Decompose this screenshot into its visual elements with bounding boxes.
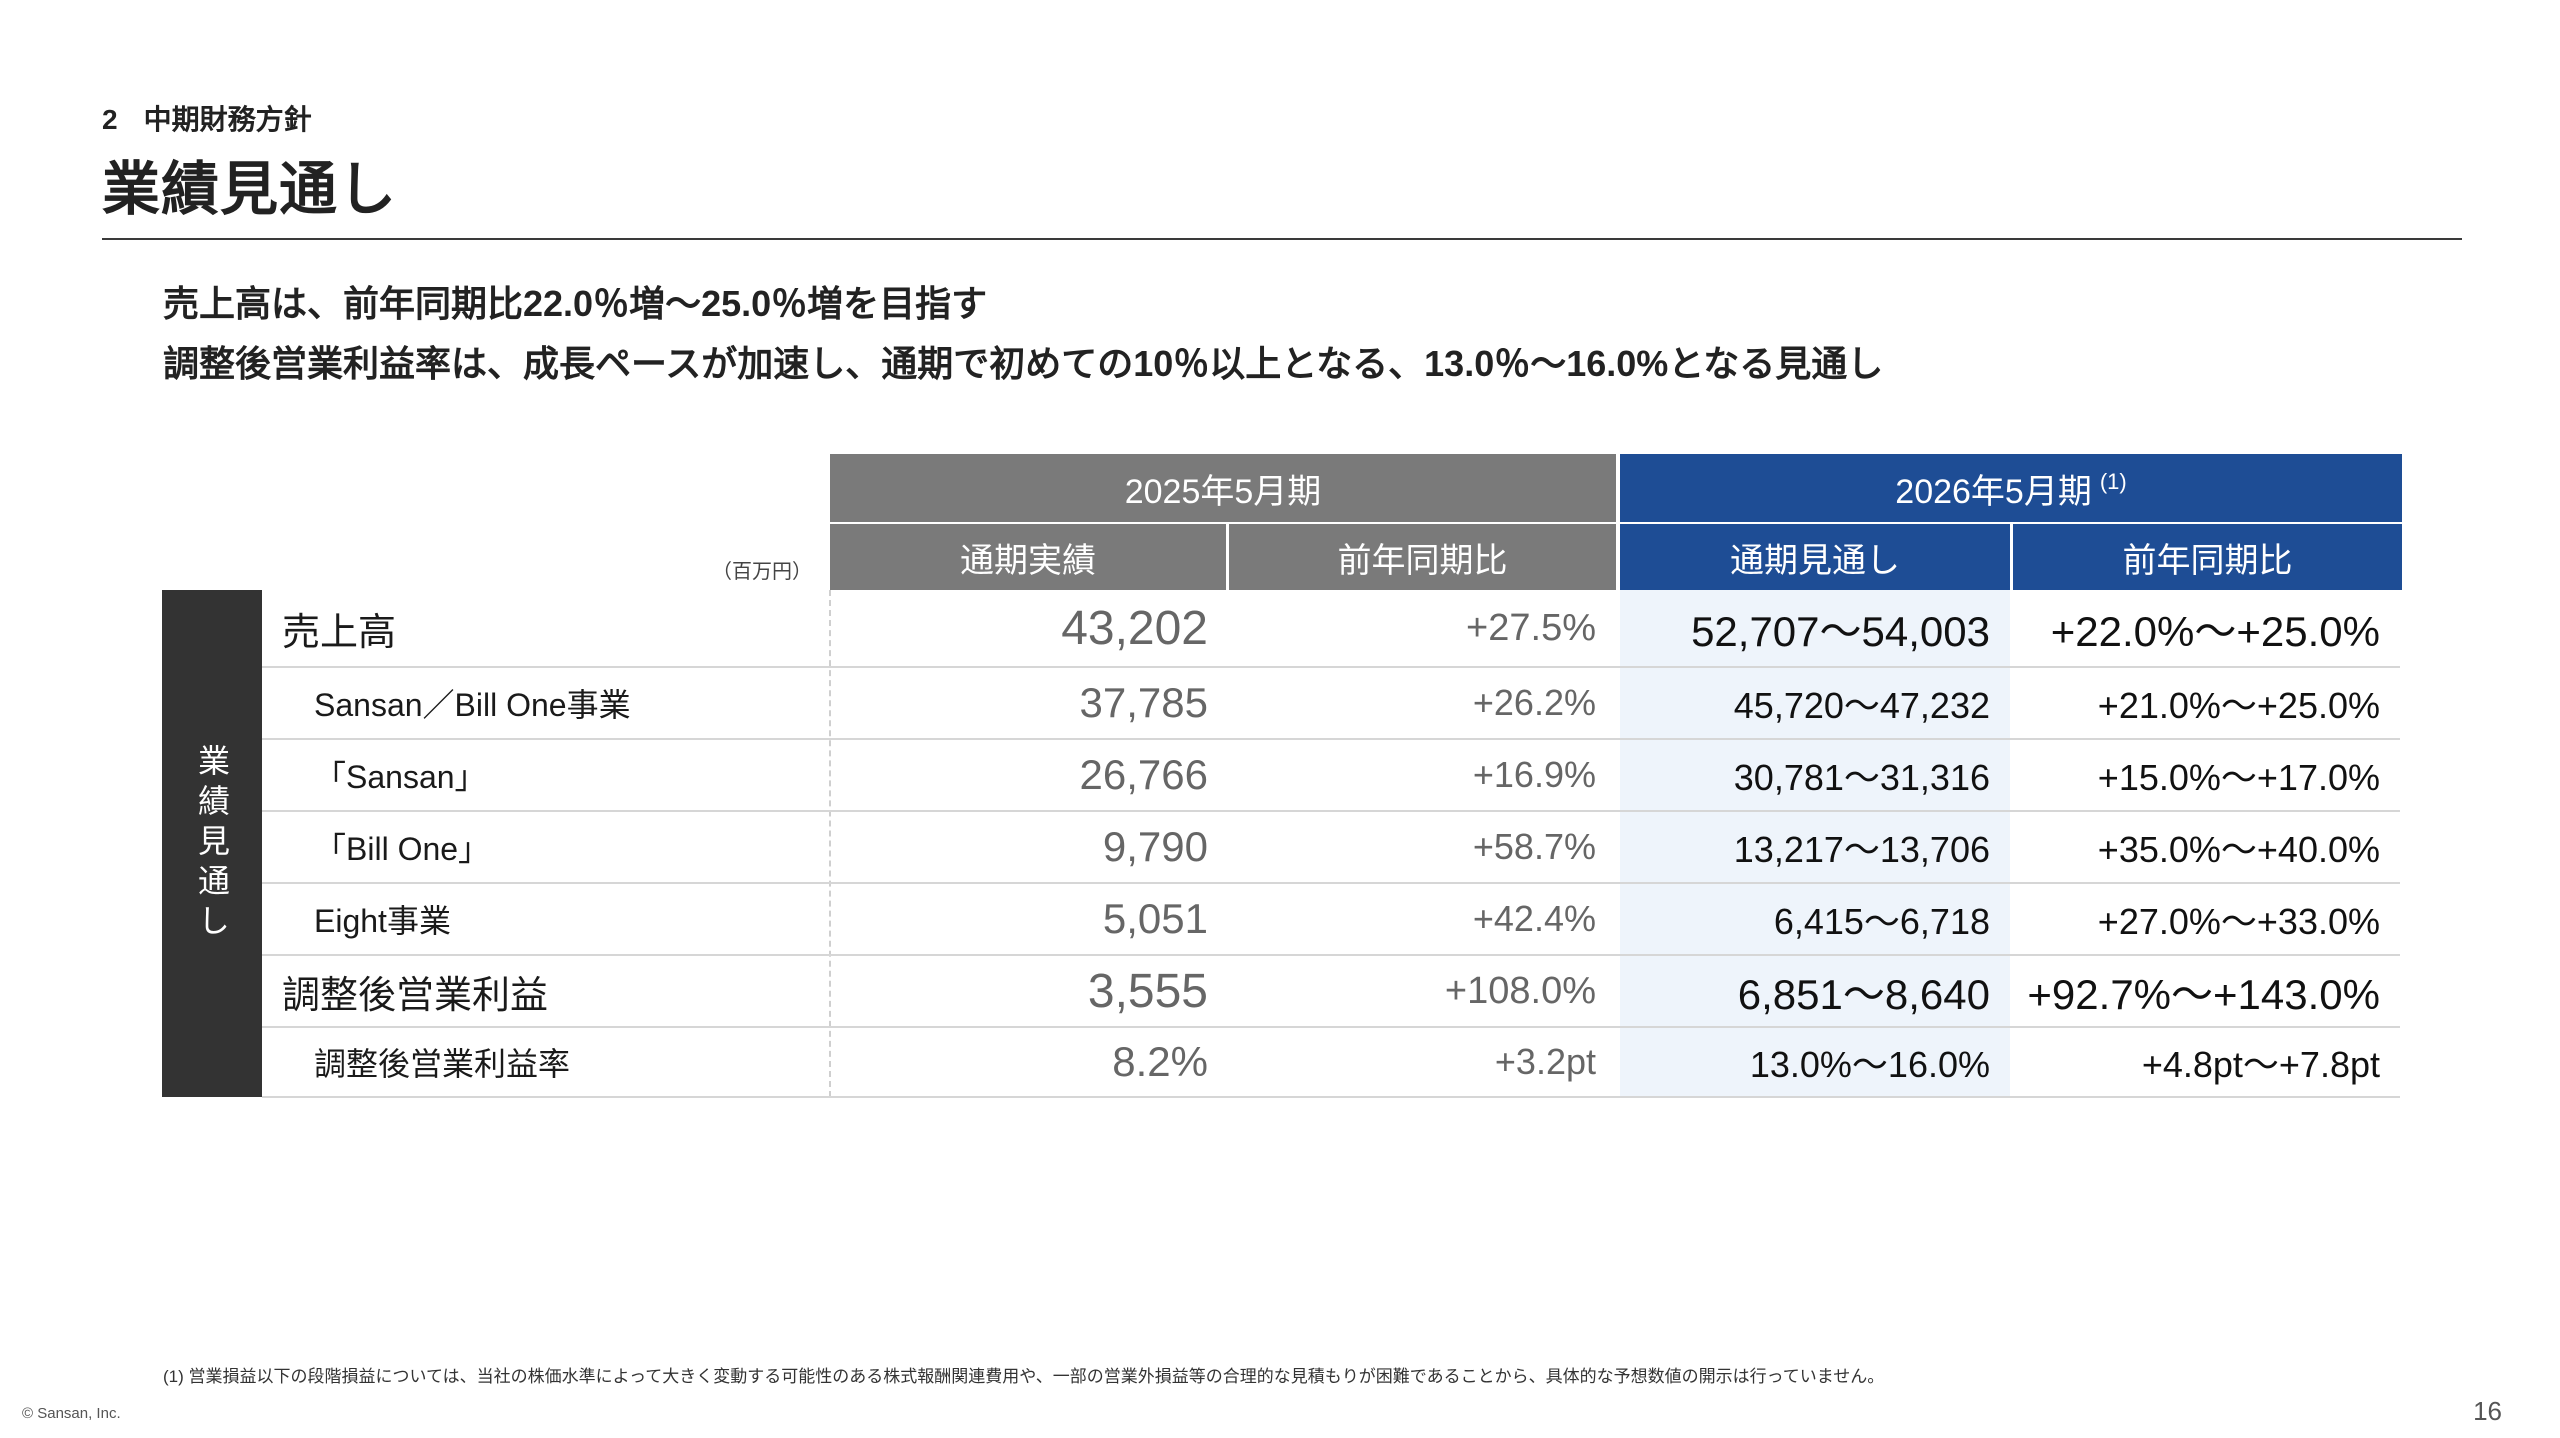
actual-value: 3,555 <box>1087 964 1208 1018</box>
col-header-yoy-prev: 前年同期比 <box>1229 524 1616 590</box>
header-fy2026-label: 2026年5月期 <box>1895 472 2092 511</box>
actual-value: 43,202 <box>1061 601 1208 655</box>
headline-margin: 調整後営業利益率は、成長ペースが加速し、通期で初めての10％以上となる、13.0… <box>163 343 1884 384</box>
actual-value: 9,790 <box>1102 823 1208 870</box>
row-label: 「Bill One」 <box>314 831 491 867</box>
forecast-value: 13.0%〜16.0% <box>1749 1044 1990 1085</box>
table-row: 「Sansan」 26,766 +16.9% 30,781〜31,316 +15… <box>262 740 2400 812</box>
yoy-next-value: +15.0%〜+17.0% <box>2097 757 2380 798</box>
table-row: Sansan／Bill One事業 37,785 +26.2% 45,720〜4… <box>262 668 2400 740</box>
footnote: (1) 営業損益以下の段階損益については、当社の株価水準によって大きく変動する可… <box>163 1367 1885 1386</box>
unit-label: （百万円） <box>712 561 812 583</box>
column-divider-dashed <box>829 590 831 1097</box>
yoy-prev-value: +26.2% <box>1472 682 1596 723</box>
col-header-actual-label: 通期実績 <box>960 541 1096 580</box>
yoy-next-value: +35.0%〜+40.0% <box>2097 829 2380 870</box>
section-number: 2 <box>102 104 118 135</box>
section-name: 中期財務方針 <box>143 104 312 135</box>
forecast-value: 13,217〜13,706 <box>1733 829 1990 870</box>
table-row: 調整後営業利益 3,555 +108.0% 6,851〜8,640 +92.7%… <box>262 956 2400 1028</box>
col-header-yoy-prev-label: 前年同期比 <box>1337 541 1508 580</box>
col-header-forecast-label: 通期見通し <box>1730 541 1900 580</box>
forecast-value: 6,851〜8,640 <box>1737 970 1990 1018</box>
yoy-prev-value: +58.7% <box>1472 826 1596 867</box>
forecast-value: 45,720〜47,232 <box>1733 685 1990 726</box>
page-number: 16 <box>2473 1396 2502 1426</box>
forecast-value: 6,415〜6,718 <box>1773 901 1990 942</box>
actual-value: 8.2% <box>1112 1038 1208 1085</box>
row-label: 「Sansan」 <box>314 759 487 795</box>
forecast-column-highlight <box>1620 590 2010 1097</box>
actual-value: 37,785 <box>1079 679 1208 726</box>
yoy-next-value: +27.0%〜+33.0% <box>2097 901 2380 942</box>
table-row: Eight事業 5,051 +42.4% 6,415〜6,718 +27.0%〜… <box>262 884 2400 956</box>
yoy-prev-value: +3.2pt <box>1494 1041 1596 1082</box>
row-label: 売上高 <box>282 611 397 654</box>
col-header-yoy-next-label: 前年同期比 <box>2122 541 2293 580</box>
header-fy2026: 2026年5月期 (1) <box>1620 454 2402 522</box>
section-label: 2 中期財務方針 <box>102 98 312 138</box>
col-header-actual: 通期実績 <box>830 524 1226 590</box>
yoy-prev-value: +42.4% <box>1472 898 1596 939</box>
row-label: Sansan／Bill One事業 <box>314 687 631 723</box>
actual-value: 5,051 <box>1102 895 1208 942</box>
header-fy2025-label: 2025年5月期 <box>1124 472 1322 511</box>
actual-value: 26,766 <box>1079 751 1208 798</box>
table-row: 調整後営業利益率 8.2% +3.2pt 13.0%〜16.0% +4.8pt〜… <box>262 1028 2400 1098</box>
page-title: 業績見通し <box>102 157 398 222</box>
row-label: 調整後営業利益 <box>282 974 549 1017</box>
yoy-prev-value: +108.0% <box>1444 969 1596 1012</box>
title-divider <box>102 238 2462 240</box>
yoy-next-value: +21.0%〜+25.0% <box>2097 685 2380 726</box>
yoy-prev-value: +16.9% <box>1472 754 1596 795</box>
yoy-next-value: +22.0%〜+25.0% <box>2050 607 2380 655</box>
forecast-value: 52,707〜54,003 <box>1691 607 1990 655</box>
row-label: 調整後営業利益率 <box>314 1046 571 1082</box>
copyright: © Sansan, Inc. <box>22 1405 121 1422</box>
header-fy2026-note: (1) <box>2099 469 2127 494</box>
forecast-value: 30,781〜31,316 <box>1733 757 1990 798</box>
yoy-next-value: +92.7%〜+143.0% <box>2027 970 2380 1018</box>
col-header-yoy-next: 前年同期比 <box>2013 524 2402 590</box>
yoy-next-value: +4.8pt〜+7.8pt <box>2141 1044 2380 1085</box>
table-row: 「Bill One」 9,790 +58.7% 13,217〜13,706 +3… <box>262 812 2400 884</box>
headline-revenue: 売上高は、前年同期比22.0％増〜25.0％増を目指す <box>163 283 988 324</box>
col-header-forecast: 通期見通し <box>1620 524 2010 590</box>
table-row: 売上高 43,202 +27.5% 52,707〜54,003 +22.0%〜+… <box>262 590 2400 668</box>
yoy-prev-value: +27.5% <box>1466 606 1596 649</box>
header-fy2025: 2025年5月期 <box>830 454 1616 522</box>
row-label: Eight事業 <box>314 903 451 939</box>
side-label: 業績見通し <box>194 743 230 944</box>
side-label-bar: 業績見通し <box>162 590 262 1097</box>
